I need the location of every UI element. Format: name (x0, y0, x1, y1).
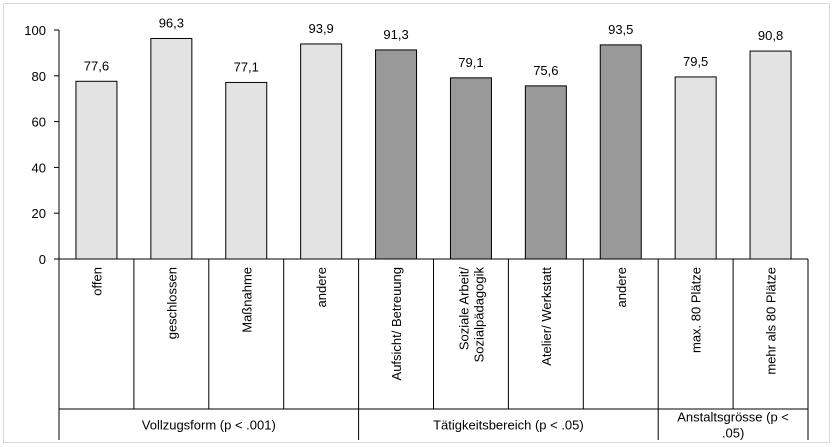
x-tick-label: Maßnahme (239, 267, 254, 333)
group-label: Anstaltsgrösse (p < (677, 410, 789, 425)
group-label: Tätigkeitsbereich (p < .05) (433, 418, 584, 433)
bar (449, 77, 492, 260)
x-tick-label-group: geschlossen (164, 267, 179, 339)
y-tick-label: 80 (32, 69, 46, 84)
x-tick-label-group: andere (314, 267, 329, 307)
x-tick-label-group: andere (614, 267, 629, 307)
data-label: 90,8 (758, 28, 783, 43)
bar (300, 43, 343, 260)
bar (75, 80, 118, 260)
x-tick-label-group: offen (89, 267, 104, 296)
data-label: 79,5 (683, 54, 708, 69)
bar (674, 76, 717, 260)
x-tick-label-group: Atelier/ Werkstatt (539, 267, 554, 366)
group-label: Vollzugsform (p < .001) (142, 418, 276, 433)
bar (375, 49, 418, 260)
y-tick-label: 20 (32, 206, 46, 221)
x-tick-label: mehr als 80 Plätze (764, 267, 779, 375)
data-label: 93,9 (308, 21, 333, 36)
y-tick-label: 100 (24, 23, 46, 38)
x-tick-label-group: mehr als 80 Plätze (764, 267, 779, 375)
x-tick-label: geschlossen (164, 267, 179, 339)
x-tick-label-group: Aufsicht/ Betreuung (389, 267, 404, 380)
data-label: 77,1 (234, 59, 259, 74)
x-tick-label-group: max. 80 Plätze (689, 267, 704, 353)
bar (150, 37, 193, 260)
x-tick-label: Aufsicht/ Betreuung (389, 267, 404, 380)
x-tick-label: offen (89, 267, 104, 296)
x-tick-label-group: Maßnahme (239, 267, 254, 333)
x-tick-label-group: Soziale Arbeit/Sozialpädagogik (456, 267, 486, 363)
x-tick-label: max. 80 Plätze (689, 267, 704, 353)
y-tick-label: 0 (39, 252, 46, 267)
bar (225, 81, 268, 260)
data-label: 96,3 (159, 15, 184, 30)
chart-frame (3, 3, 830, 443)
data-label: 79,1 (458, 55, 483, 70)
x-tick-label: andere (314, 267, 329, 307)
group-label: .05) (722, 426, 744, 441)
data-label: 91,3 (383, 27, 408, 42)
y-tick-label: 40 (32, 160, 46, 175)
y-tick-label: 60 (32, 115, 46, 130)
data-label: 93,5 (608, 22, 633, 37)
x-tick-label: Sozialpädagogik (471, 267, 486, 363)
bar (524, 85, 567, 260)
bar (749, 50, 792, 260)
bar (599, 44, 642, 260)
data-label: 77,6 (84, 58, 109, 73)
x-tick-label: Atelier/ Werkstatt (539, 267, 554, 366)
x-tick-label: andere (614, 267, 629, 307)
x-tick-label: Soziale Arbeit/ (456, 267, 471, 350)
data-label: 75,6 (533, 63, 558, 78)
